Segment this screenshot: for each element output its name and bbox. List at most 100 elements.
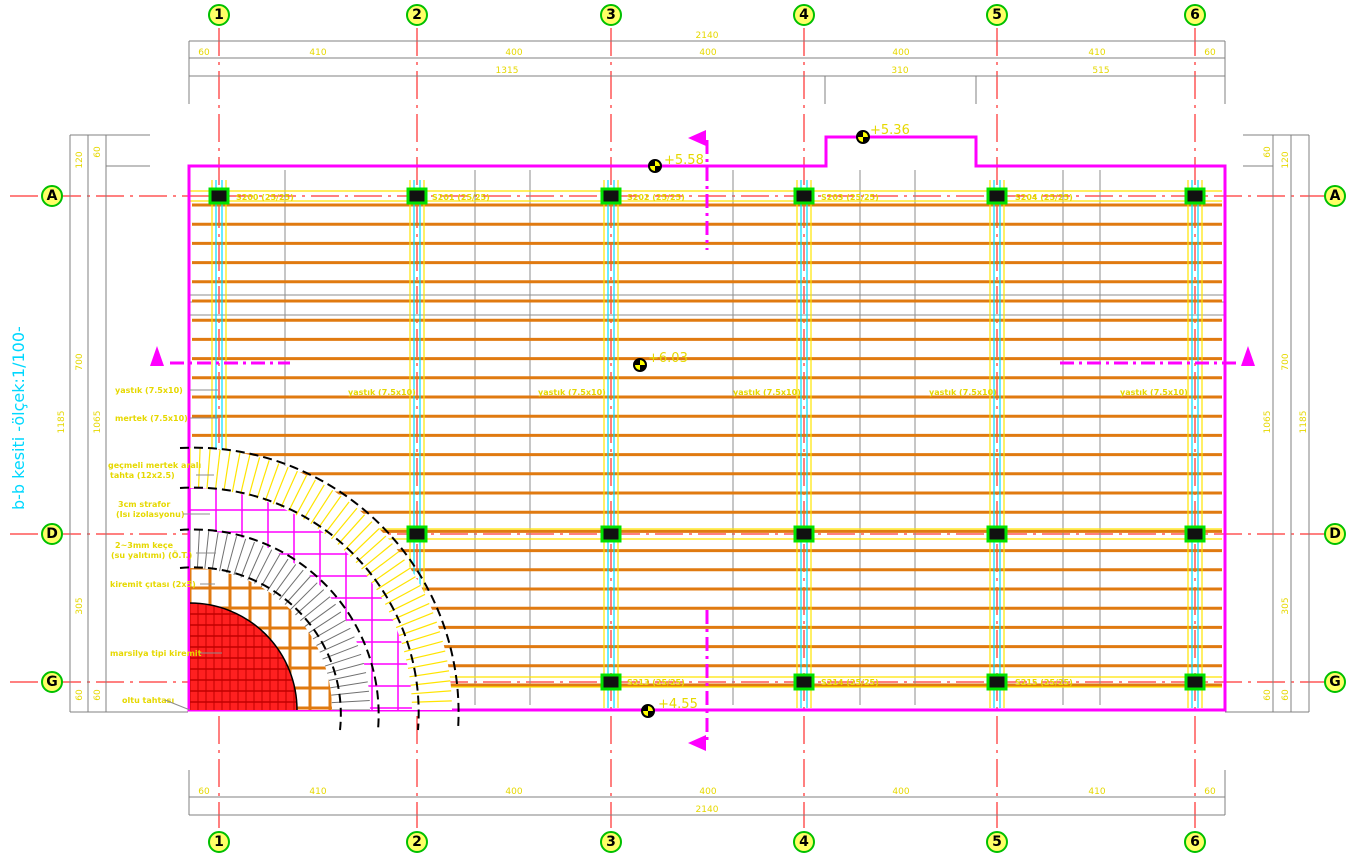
note-marsilya: marsilya tipi kiremit <box>110 649 202 658</box>
elevation-1: +5.58 <box>664 153 704 168</box>
axis-bubble-bottom-6: 6 <box>1184 831 1206 853</box>
dim-bottom-span-1: 60 <box>198 787 210 797</box>
dim-top-partial-1: 1315 <box>496 66 519 76</box>
column <box>406 187 428 205</box>
column <box>406 525 428 543</box>
yastik-label-4: yastık (7.5x10) <box>929 388 997 397</box>
axis-bubble-left-G: G <box>41 671 63 693</box>
dim-left-1: 120 <box>75 151 85 168</box>
svg-text:D: D <box>1329 526 1341 542</box>
yastik-label-2: yastık (7.5x10) <box>538 388 606 397</box>
axis-bubble-top-3: 3 <box>600 4 622 26</box>
axis-bubble-bottom-3: 3 <box>600 831 622 853</box>
dim-left-5: 700 <box>75 353 85 370</box>
yastik-label-5: yastık (7.5x10) <box>1120 388 1188 397</box>
dim-bottom-span-7: 60 <box>1204 787 1216 797</box>
column <box>793 673 815 691</box>
svg-text:A: A <box>47 188 58 204</box>
right-dimension-chain: 60 120 700 1065 1185 305 60 60 <box>1225 134 1310 713</box>
note-keçe: 2~3mm keçe <box>115 541 174 550</box>
svg-text:5: 5 <box>992 7 1002 23</box>
axis-lines <box>10 28 1330 828</box>
column <box>208 187 230 205</box>
dim-top-span-5: 400 <box>892 48 909 58</box>
axis-bubble-top-5: 5 <box>986 4 1008 26</box>
dim-top-span-7: 60 <box>1204 48 1216 58</box>
dim-left-6: 305 <box>75 597 85 614</box>
axis-bubble-right-A: A <box>1324 185 1346 207</box>
axis-bubble-left-D: D <box>41 523 63 545</box>
dim-bottom-span-5: 400 <box>892 787 909 797</box>
svg-text:1: 1 <box>214 834 224 850</box>
section-arrow-top-icon <box>688 130 706 146</box>
svg-text:4: 4 <box>799 834 809 850</box>
layer-notes: yastık (7.5x10) mertek (7.5x10) geçmeli … <box>108 386 222 711</box>
dim-top-span-3: 400 <box>505 48 522 58</box>
svg-text:6: 6 <box>1190 7 1200 23</box>
dim-top-partial-3: 515 <box>1092 66 1109 76</box>
dim-left-8: 60 <box>93 689 103 701</box>
dim-bottom-span-2: 410 <box>309 787 326 797</box>
yastik-label-3: yastık (7.5x10) <box>733 388 801 397</box>
note-yastik: yastık (7.5x10) <box>115 386 183 395</box>
section-arrow-left-icon <box>150 346 164 366</box>
column <box>793 187 815 205</box>
col-label-top-2: S201 (25/25) <box>432 193 490 202</box>
dim-top-span-6: 410 <box>1088 48 1105 58</box>
dim-left-4: 1065 <box>93 411 103 434</box>
elevation-marker-icon <box>648 159 662 173</box>
note-isi: (Isı izolasyonu) <box>116 510 184 519</box>
note-strafor: 3cm strafor <box>118 500 170 509</box>
svg-text:2: 2 <box>412 834 422 850</box>
svg-text:5: 5 <box>992 834 1002 850</box>
column <box>793 525 815 543</box>
section-title: b-b kesiti -ölçek:1/100- <box>9 326 28 510</box>
col-label-top-1: S200 (25/25) <box>236 193 294 202</box>
top-dimension-chain: 2140 60 410 400 400 400 410 60 1315 310 … <box>188 31 1226 104</box>
note-kiremit-citasi: kiremit çıtası (2x5) <box>110 580 196 589</box>
note-oltu: oltu tahtası <box>122 696 174 705</box>
axis-bubble-top-6: 6 <box>1184 4 1206 26</box>
dim-left-7: 60 <box>75 689 85 701</box>
dim-right-8: 60 <box>1281 689 1291 701</box>
svg-text:6: 6 <box>1190 834 1200 850</box>
col-label-bottom-2: S214 (25/25) <box>821 678 879 687</box>
column-labels: S200 (25/25) S201 (25/25) S202 (25/25) S… <box>236 193 1073 687</box>
elevation-4: +4.55 <box>658 697 698 712</box>
dim-bottom-span-4: 400 <box>699 787 716 797</box>
svg-text:2: 2 <box>412 7 422 23</box>
section-arrow-bottom-icon <box>688 735 706 751</box>
dim-right-7: 60 <box>1263 689 1273 701</box>
column <box>1184 187 1206 205</box>
axis-bubble-right-G: G <box>1324 671 1346 693</box>
column <box>600 525 622 543</box>
elevation-marker-icon <box>856 130 870 144</box>
svg-text:G: G <box>46 674 58 690</box>
dim-top-span-1: 60 <box>198 48 210 58</box>
bottom-dimension-chain: 60 410 400 400 400 410 60 2140 <box>188 770 1226 816</box>
col-label-top-5: S204 (25/25) <box>1015 193 1073 202</box>
col-label-top-3: S202 (25/25) <box>627 193 685 202</box>
dim-right-5: 1185 <box>1299 411 1309 434</box>
dim-bottom-total: 2140 <box>696 805 719 815</box>
column <box>600 187 622 205</box>
note-mertek: mertek (7.5x10) <box>115 414 188 423</box>
dim-bottom-span-3: 400 <box>505 787 522 797</box>
roof-layer-detail <box>179 446 460 731</box>
dim-top-partial-2: 310 <box>891 66 908 76</box>
axis-bubble-top-2: 2 <box>406 4 428 26</box>
svg-text:4: 4 <box>799 7 809 23</box>
dim-top-span-2: 410 <box>309 48 326 58</box>
dim-right-3: 700 <box>1281 353 1291 370</box>
roof-outline <box>187 135 1227 712</box>
dim-left-2: 60 <box>93 146 103 158</box>
col-label-bottom-1: S213 (25/25) <box>627 678 685 687</box>
elevation-marker-icon <box>641 704 655 718</box>
left-dimension-chain: 120 60 1185 1065 700 305 60 60 <box>57 134 188 713</box>
axis-bubble-bottom-5: 5 <box>986 831 1008 853</box>
axis-bubble-bottom-1: 1 <box>208 831 230 853</box>
column <box>986 525 1008 543</box>
column <box>1184 673 1206 691</box>
elevation-2: +5.36 <box>870 123 910 138</box>
